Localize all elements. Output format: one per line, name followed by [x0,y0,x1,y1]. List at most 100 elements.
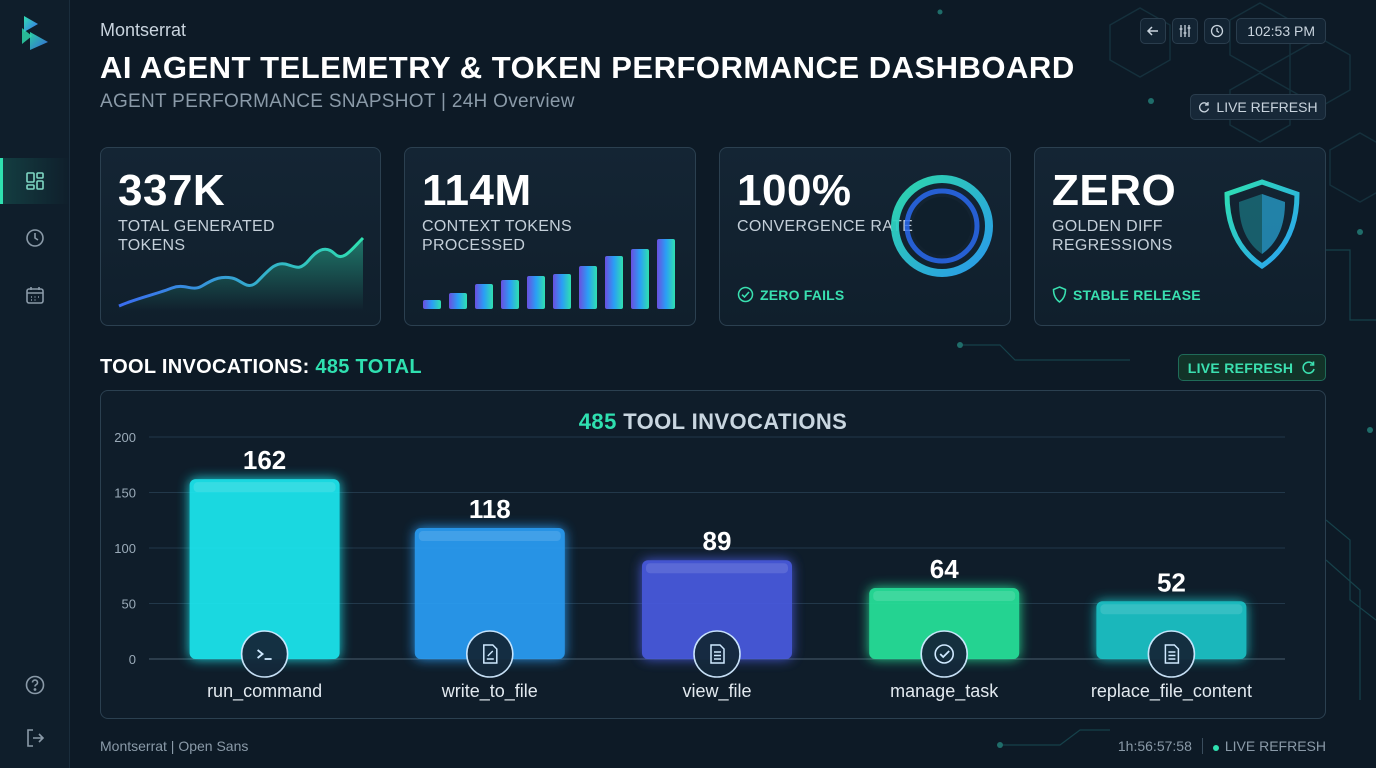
sidebar-item-history[interactable] [0,215,70,261]
footer-live-refresh[interactable]: LIVE REFRESH [1212,738,1326,754]
bar-view_file [642,560,792,659]
kpi-label: GOLDEN DIFF REGRESSIONS [1052,218,1173,254]
footer-live-label: LIVE REFRESH [1224,738,1326,754]
help-icon [25,675,45,695]
history-clock-icon [26,229,44,247]
token-trend-sparkline [118,236,365,311]
file-text-icon [1164,644,1180,664]
app-logo [22,16,48,50]
kpi-card-golden-diff: ZERO GOLDEN DIFF REGRESSIONS STABLE RELE… [1034,147,1326,326]
equalizer-icon [1179,25,1191,37]
bar-run_command [189,479,340,659]
chart-title: 485 TOOL INVOCATIONS [101,409,1325,435]
page-title: AI AGENT TELEMETRY & TOKEN PERFORMANCE D… [100,50,1075,85]
terminal-icon [257,649,272,660]
bar-icon-badge [920,630,969,678]
kpi-value: 114M [422,166,532,215]
y-tick-label: 100 [114,541,136,556]
x-category-label: run_command [207,681,322,702]
bar-value-label: 89 [703,526,732,556]
y-tick-label: 0 [129,652,136,667]
bar-highlight [418,531,561,542]
kpi-value: ZERO [1052,166,1177,215]
sidebar-item-dashboard[interactable] [0,158,70,204]
bar-value-label: 118 [469,494,511,524]
kpi-footer: ZERO FAILS [737,286,844,303]
x-category-label: manage_task [890,681,999,702]
clock-button[interactable] [1204,18,1231,44]
y-tick-label: 200 [114,430,136,445]
footer-status: 1h:56:57:58 LIVE REFRESH [1118,738,1326,754]
check-circle-icon [737,286,754,303]
bar-manage_task [869,587,1020,659]
back-button[interactable] [1140,18,1167,44]
kpi-footer: STABLE RELEASE [1052,286,1201,303]
bar-write_to_file [414,528,565,659]
y-tick-label: 50 [122,597,136,612]
kpi-label: CONVERGENCE RATE [737,218,914,235]
clock-icon [1211,24,1224,38]
kpi-card-convergence-rate: 100% CONVERGENCE RATE ZERO FAILS [719,147,1011,326]
x-category-label: write_to_file [441,681,538,702]
section-title-prefix: TOOL INVOCATIONS: [100,356,316,378]
bar-highlight [646,563,788,574]
x-category-label: replace_file_content [1091,681,1252,702]
x-category-label: view_file [682,681,751,702]
live-refresh-label: LIVE REFRESH [1187,359,1294,376]
chart-title-text: TOOL INVOCATIONS [616,409,848,434]
page-subtitle: AGENT PERFORMANCE SNAPSHOT | 24H Overvie… [100,91,575,112]
live-refresh-label: LIVE REFRESH [1216,99,1318,115]
refresh-icon [1199,102,1210,113]
footer-separator [1201,738,1203,754]
kpi-value: 337K [118,166,226,215]
dashboard-icon [26,172,44,190]
file-edit-icon [483,644,498,664]
kpi-label: TOTAL GENERATED TOKENS [118,218,275,254]
live-dot-icon [1212,745,1219,751]
back-arrow-icon [1147,26,1159,36]
live-refresh-button[interactable]: LIVE REFRESH [1178,354,1326,381]
chart-title-total: 485 [578,409,617,434]
kpi-card-generated-tokens: 337K TOTAL GENERATED TOKENS [100,147,381,326]
kpi-label: CONTEXT TOKENS PROCESSED [422,218,573,254]
bar-replace_file_content [1096,601,1247,659]
kpi-value: 100% [737,166,852,215]
section-title: TOOL INVOCATIONS: 485 TOTAL [100,356,422,379]
sidebar [0,0,70,768]
bar-highlight [1100,604,1243,615]
bar-highlight [873,590,1016,601]
current-time: 102:53 PM [1236,18,1326,44]
bar-icon-badge [240,630,289,678]
kpi-footer-label: STABLE RELEASE [1073,286,1201,303]
brand-label: Montserrat [100,20,187,40]
bar-icon-badge [693,630,741,678]
shield-icon [1224,179,1300,270]
sidebar-item-logout[interactable] [0,715,70,761]
filter-button[interactable] [1172,18,1199,44]
refresh-icon [1302,361,1316,374]
bar-value-label: 162 [243,445,286,475]
file-text-icon [710,644,725,664]
bar-chart: 0 50 100 150 200 162 run_command 118 write_to_fi… [114,430,1285,702]
footer-fonts-note: Montserrat | Open Sans [100,738,249,754]
footer-clock: 1h:56:57:58 [1117,738,1192,754]
top-controls: 102:53 PM [1140,18,1326,44]
sidebar-item-help[interactable] [0,662,70,708]
context-tokens-mini-bars [423,239,675,309]
calendar-icon [26,287,44,304]
kpi-card-context-tokens: 114M CONTEXT TOKENS PROCESSED [404,147,696,326]
bar-icon-badge [1147,630,1196,678]
y-tick-label: 150 [114,486,136,501]
live-refresh-button-top[interactable]: LIVE REFRESH [1190,94,1326,120]
logout-icon [27,729,45,747]
bar-value-label: 52 [1157,567,1186,597]
convergence-ring [891,175,993,277]
section-title-total: 485 TOTAL [315,356,422,378]
bar-highlight [193,482,336,493]
tool-invocations-chart-panel: 485 TOOL INVOCATIONS 0 50 100 150 200 162 run_… [100,390,1326,719]
check-circle-icon [934,644,955,664]
bar-value-label: 64 [930,554,959,584]
sidebar-item-calendar[interactable] [0,272,70,318]
shield-small-icon [1052,286,1067,303]
kpi-footer-label: ZERO FAILS [760,286,845,303]
